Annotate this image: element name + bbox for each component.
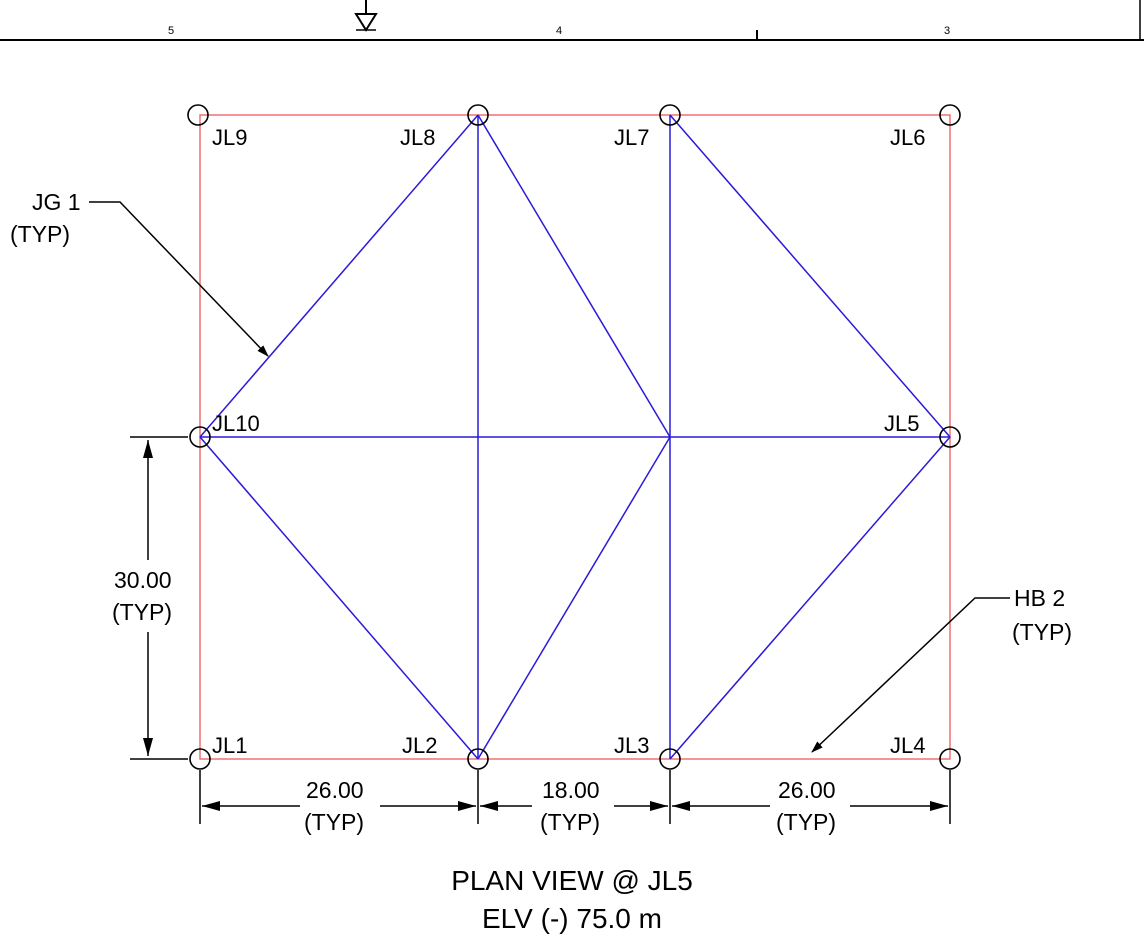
joint-label-jl3: JL3 <box>614 733 649 758</box>
joint-label-jl6: JL6 <box>890 125 925 150</box>
member-jl8-center <box>477 114 671 438</box>
member-jl10-jl2 <box>199 436 479 760</box>
members <box>199 114 951 760</box>
joint-label-jl5: JL5 <box>884 411 919 436</box>
joint-jl10-circle <box>189 426 211 448</box>
joint-label-jl7: JL7 <box>614 125 649 150</box>
joint-jl2-circle <box>467 748 489 770</box>
dim-arrow-icon <box>672 801 690 811</box>
callout-jg-leader <box>89 201 269 357</box>
drawing-title: PLAN VIEW @ JL5 <box>451 865 693 896</box>
joint-jl8-circle <box>467 104 489 126</box>
callout-jg-note: (TYP) <box>10 221 70 247</box>
joint-jl1-circle <box>189 748 211 770</box>
ruler-label-3: 3 <box>944 25 950 37</box>
callout-hb-note: (TYP) <box>1012 619 1072 645</box>
joint-label-jl10: JL10 <box>212 411 260 436</box>
joint-label-jl8: JL8 <box>400 125 435 150</box>
callout-hb-name: HB 2 <box>1014 585 1065 611</box>
joint-label-jl2: JL2 <box>402 733 437 758</box>
joint-jl6-circle <box>939 104 961 126</box>
dim-vertical-note: (TYP) <box>112 599 172 625</box>
callout-jg: JG 1 (TYP) <box>10 189 269 357</box>
member-jl3-jl5 <box>669 436 951 760</box>
dim-bay2-value: 18.00 <box>542 777 600 803</box>
dim-arrow-down-icon <box>143 738 153 756</box>
joint-jl3-circle <box>659 748 681 770</box>
joint-label-jl4: JL4 <box>890 733 925 758</box>
dim-bay2-note: (TYP) <box>540 809 600 835</box>
dim-bay3-note: (TYP) <box>776 809 836 835</box>
dim-arrow-icon <box>930 801 948 811</box>
joints <box>187 104 961 770</box>
joint-label-jl9: JL9 <box>212 125 247 150</box>
joint-label-jl1: JL1 <box>212 733 247 758</box>
joint-labels: JL9 JL8 JL7 JL6 JL10 JL5 JL1 JL2 JL3 JL4 <box>212 125 925 758</box>
joint-jl7-circle <box>659 104 681 126</box>
top-ruler: 5 4 3 <box>0 0 1144 41</box>
dim-bay1-note: (TYP) <box>304 809 364 835</box>
dim-arrow-icon <box>458 801 476 811</box>
callout-jg-name: JG 1 <box>32 189 81 215</box>
dimension-vertical <box>130 436 188 760</box>
ruler-label-5: 5 <box>168 25 174 37</box>
member-jl10-jl8 <box>199 114 479 438</box>
callout-hb: HB 2 (TYP) <box>811 585 1072 753</box>
joint-jl5-circle <box>939 426 961 448</box>
joint-jl9-circle <box>187 104 209 126</box>
dim-arrow-icon <box>202 801 220 811</box>
drawing-elevation: ELV (-) 75.0 m <box>482 903 662 934</box>
ruler-label-4: 4 <box>556 25 562 37</box>
dim-arrow-up-icon <box>143 440 153 458</box>
callout-hb-leader <box>811 597 1010 753</box>
dim-arrow-icon <box>650 801 668 811</box>
section-marker-icon <box>354 0 378 32</box>
dim-bay3-value: 26.00 <box>778 777 836 803</box>
joint-jl4-circle <box>939 748 961 770</box>
member-jl2-center <box>477 436 671 760</box>
dim-arrow-icon <box>480 801 498 811</box>
member-jl7-jl5 <box>669 114 951 438</box>
dim-bay1-value: 26.00 <box>306 777 364 803</box>
dimension-horizontal <box>199 770 951 824</box>
dim-vertical-value: 30.00 <box>114 567 172 593</box>
